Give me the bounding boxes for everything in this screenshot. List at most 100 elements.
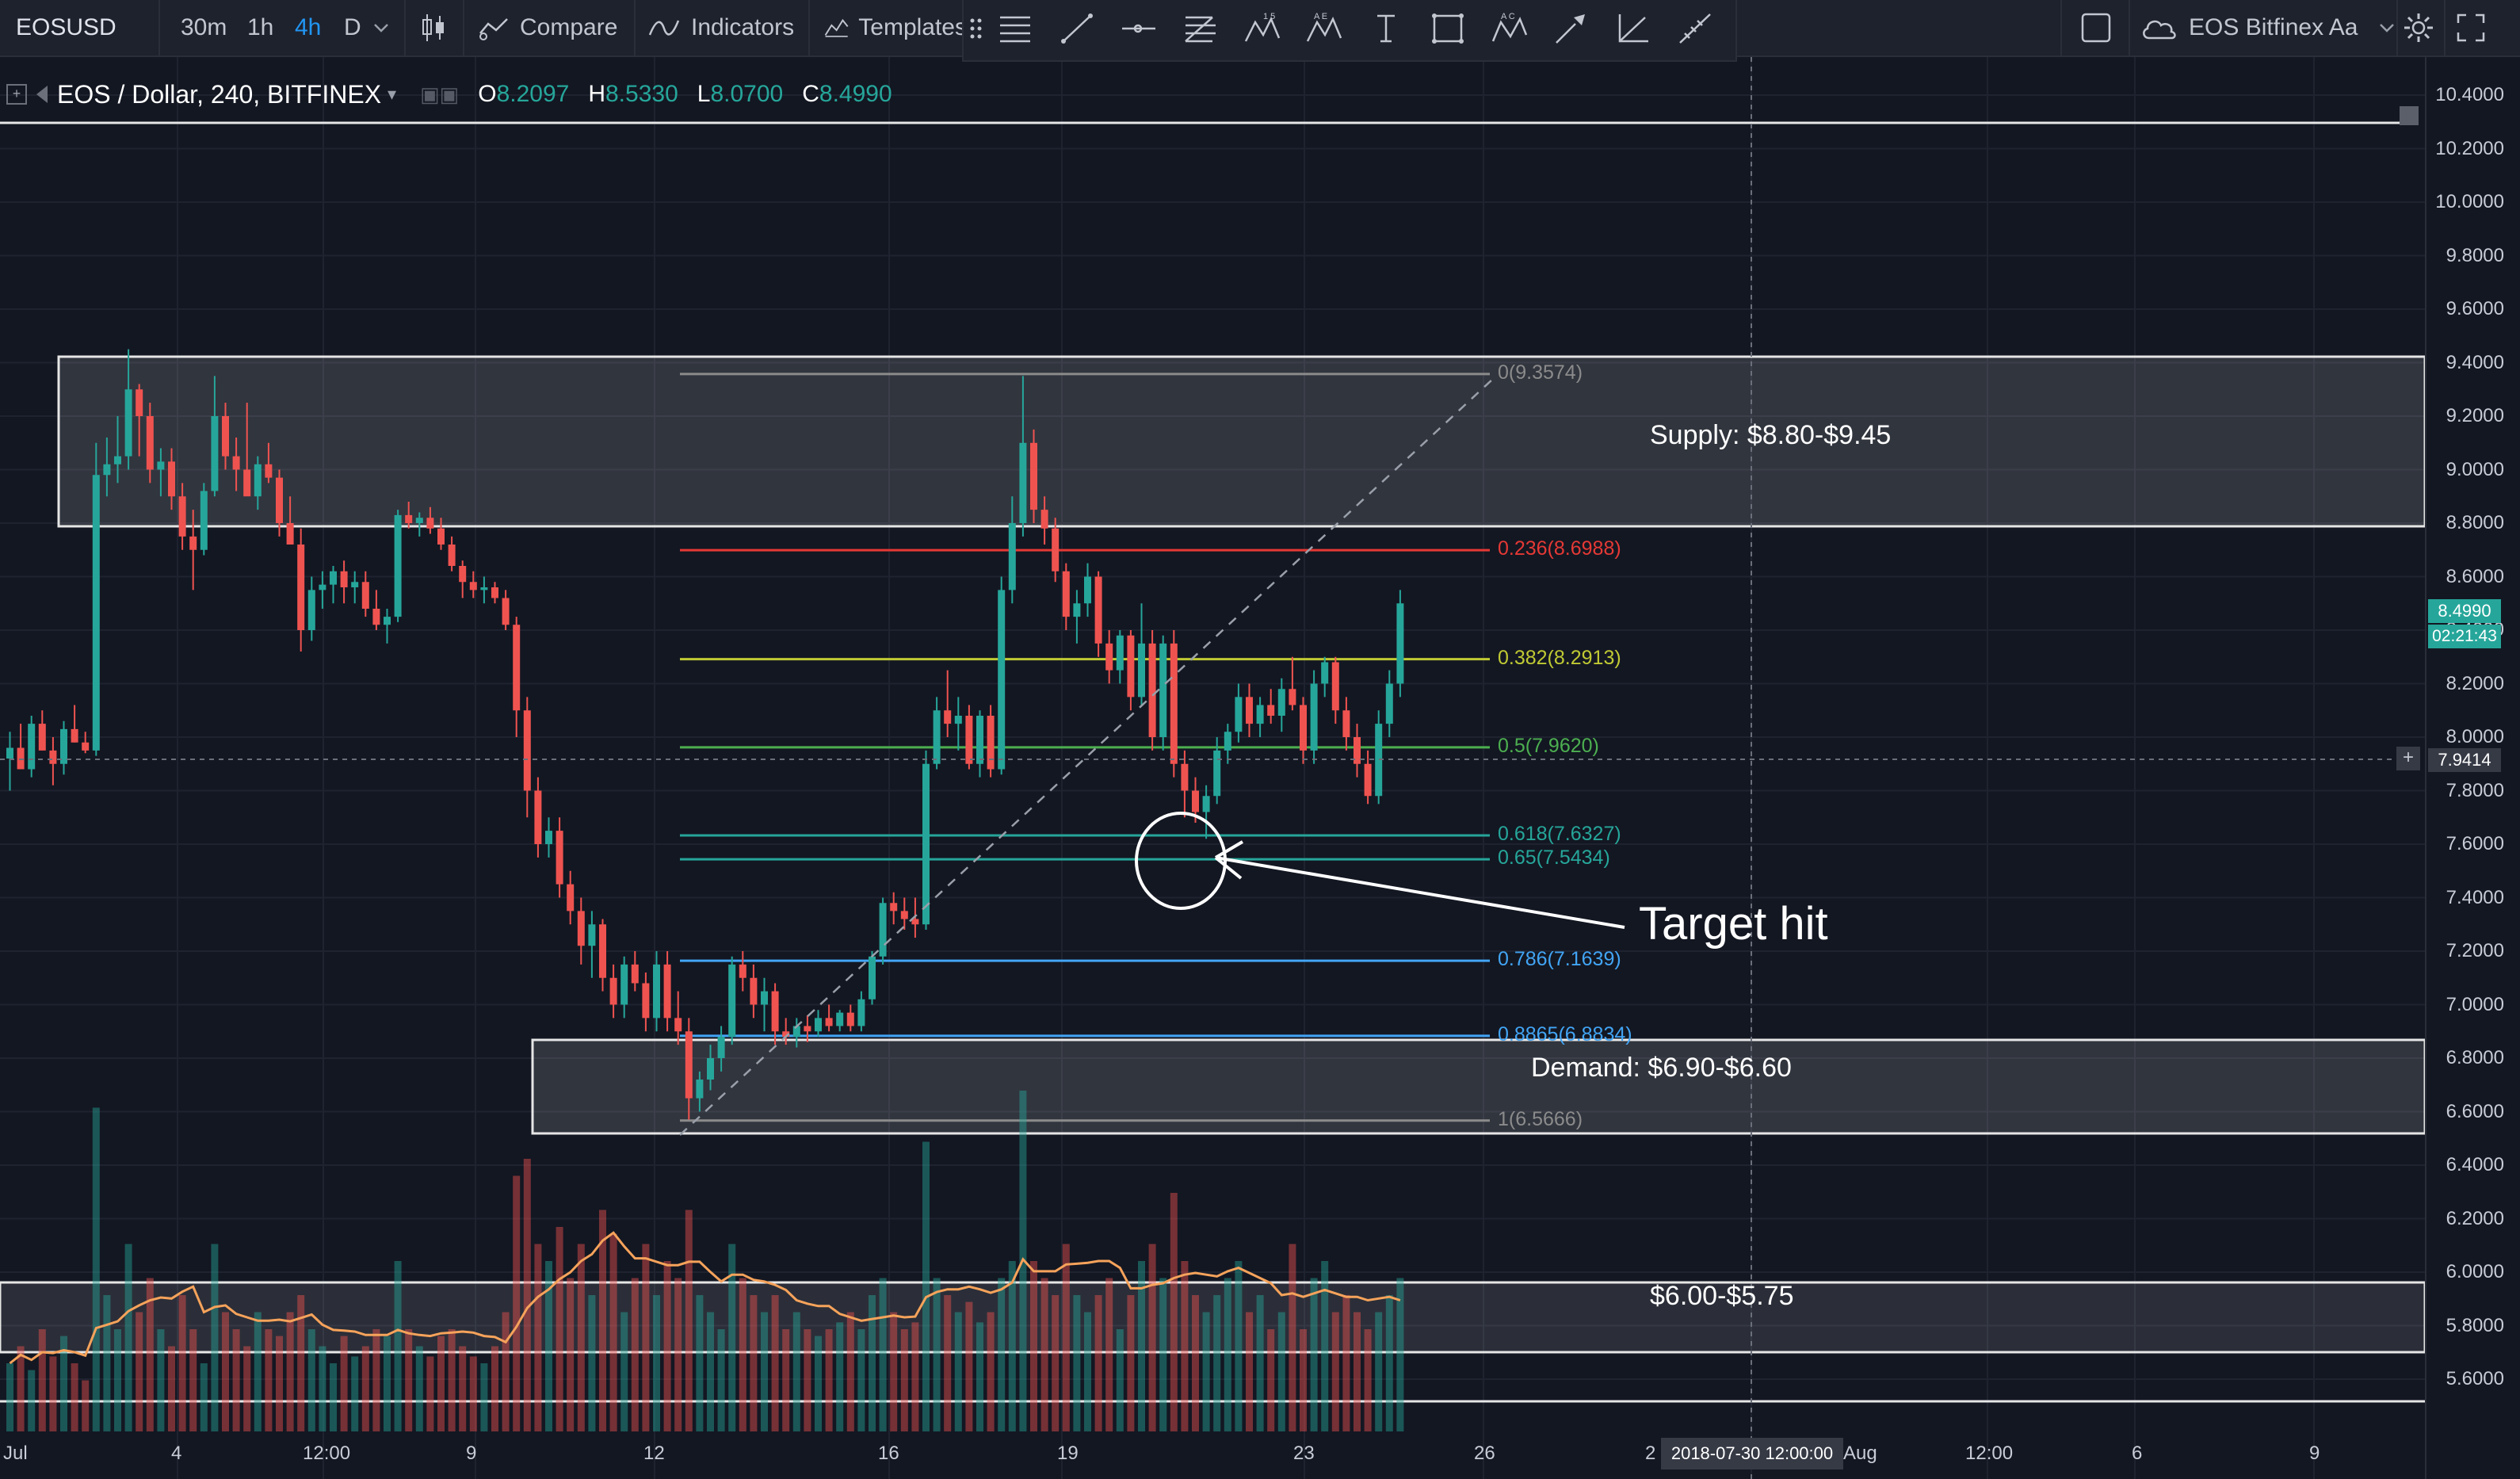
volume-bar	[92, 1107, 100, 1431]
volume-bar	[534, 1244, 542, 1431]
volume-bar	[717, 1329, 725, 1431]
candle-body	[911, 919, 919, 925]
candle-body	[136, 389, 143, 416]
volume-bar	[1246, 1312, 1253, 1431]
candle-body	[987, 716, 995, 770]
xabcd-pattern-icon[interactable]: 1 5	[1243, 11, 1282, 46]
indicators-button[interactable]: Indicators	[648, 0, 794, 55]
target-arrow[interactable]	[1214, 840, 1625, 929]
price-scale[interactable]: 10.4000 10.2000 10.0000 9.8000 9.6000 9.4000 9…	[2425, 57, 2520, 1479]
settings-gear-icon[interactable]	[2403, 0, 2434, 55]
candle-body	[513, 625, 521, 711]
candle-body	[965, 716, 973, 764]
demand-zone[interactable]	[531, 1038, 2425, 1135]
volume-bar	[879, 1278, 887, 1431]
volume-bar	[384, 1336, 391, 1431]
candle-body	[933, 710, 941, 764]
volume-bar	[1052, 1295, 1060, 1431]
lower-zone[interactable]	[0, 1281, 2425, 1354]
trend-line-icon[interactable]	[1057, 11, 1097, 46]
fullscreen-box-icon[interactable]	[2080, 0, 2112, 55]
candle-body	[1019, 442, 1027, 523]
volume-bar	[71, 1363, 78, 1431]
brush-icon[interactable]	[1552, 11, 1591, 46]
price-tick: 7.8000	[2446, 779, 2504, 801]
compare-button[interactable]: Compare	[477, 0, 617, 55]
horizontal-ray-icon[interactable]	[1119, 11, 1159, 46]
volume-bar	[750, 1295, 758, 1431]
price-chart[interactable]	[0, 57, 2425, 1479]
abcd-pattern-icon[interactable]: A C	[1490, 11, 1529, 46]
fib-trend-line[interactable]	[679, 378, 1494, 1136]
text-tool-icon[interactable]	[1366, 11, 1406, 46]
candle-body	[545, 831, 552, 844]
price-tick: 5.6000	[2446, 1368, 2504, 1389]
candle-body	[265, 464, 273, 478]
target-circle[interactable]	[1135, 812, 1227, 910]
symbol-title[interactable]: EOS / Dollar, 240, BITFINEX	[57, 79, 382, 109]
candle-body	[922, 763, 930, 925]
open-label: O	[478, 81, 497, 107]
volume-bar	[136, 1312, 143, 1431]
volume-bar	[663, 1261, 671, 1431]
volume-bar	[168, 1346, 175, 1431]
time-tick: 12	[643, 1443, 665, 1464]
candle-body	[1138, 643, 1145, 697]
volume-bar	[1354, 1312, 1361, 1431]
symbol-search[interactable]: EOSUSD	[16, 14, 116, 40]
volume-bar	[319, 1346, 326, 1431]
time-tick: 26	[1474, 1443, 1495, 1464]
volume-bar	[1148, 1244, 1156, 1431]
alert-marker-icon[interactable]	[2400, 106, 2419, 125]
candle-body	[114, 456, 121, 464]
expand-icon[interactable]	[2455, 0, 2487, 55]
candle-body	[276, 477, 283, 523]
volume-bar	[1224, 1278, 1231, 1431]
target-hit-annotation: Target hit	[1639, 898, 1828, 950]
templates-button[interactable]: Templates	[824, 0, 967, 55]
compare-icon	[479, 18, 508, 40]
volume-bar	[297, 1295, 305, 1431]
measure-icon[interactable]	[1675, 11, 1715, 46]
volume-bar	[28, 1370, 36, 1431]
interval-30m[interactable]: 30m	[181, 14, 227, 40]
volume-bar	[351, 1356, 359, 1431]
title-dropdown-icon[interactable]: ▾	[388, 84, 397, 104]
volume-bar	[620, 1312, 628, 1431]
volume-bar	[1321, 1261, 1329, 1431]
add-alert-icon[interactable]: +	[2396, 747, 2420, 770]
angle-tool-icon[interactable]	[1613, 11, 1653, 46]
candle-body	[1202, 796, 1210, 812]
volume-bar	[459, 1346, 467, 1431]
interval-d[interactable]: D	[344, 14, 361, 40]
volume-bar	[567, 1278, 575, 1431]
crosshair-price-badge: 7.9414	[2428, 748, 2501, 772]
interval-1h[interactable]: 1h	[247, 14, 274, 40]
candle-body	[707, 1058, 714, 1080]
horizontal-lines-icon[interactable]	[995, 11, 1035, 46]
collapse-icon[interactable]: +	[6, 84, 27, 105]
candle-body	[71, 728, 78, 743]
volume-bar	[114, 1329, 121, 1431]
volume-bar	[17, 1346, 25, 1431]
cloud-icon	[2143, 20, 2176, 40]
supply-zone[interactable]	[57, 355, 2425, 528]
volume-bar	[631, 1278, 639, 1431]
settings-small-icon[interactable]: ▣▣	[420, 82, 460, 106]
candle-body	[1342, 710, 1350, 737]
rectangle-tool-icon[interactable]	[1428, 11, 1468, 46]
volume-bar	[265, 1329, 273, 1431]
candle-body	[1127, 635, 1135, 697]
candle-body	[620, 964, 628, 1005]
arrow-left-icon[interactable]	[36, 86, 48, 103]
candle-style-icon[interactable]	[420, 0, 447, 55]
cloud-layout-button[interactable]: EOS Bitfinex Aa	[2140, 0, 2396, 55]
pitchfork-icon[interactable]	[1181, 11, 1220, 46]
elliott-wave-icon[interactable]: A E	[1304, 11, 1344, 46]
drag-handle-icon[interactable]	[967, 11, 986, 46]
interval-4h[interactable]: 4h	[295, 14, 322, 40]
candle-body	[1256, 705, 1264, 724]
candle-body	[157, 461, 165, 470]
volume-bar	[513, 1175, 521, 1431]
interval-dropdown-icon[interactable]	[372, 0, 390, 55]
